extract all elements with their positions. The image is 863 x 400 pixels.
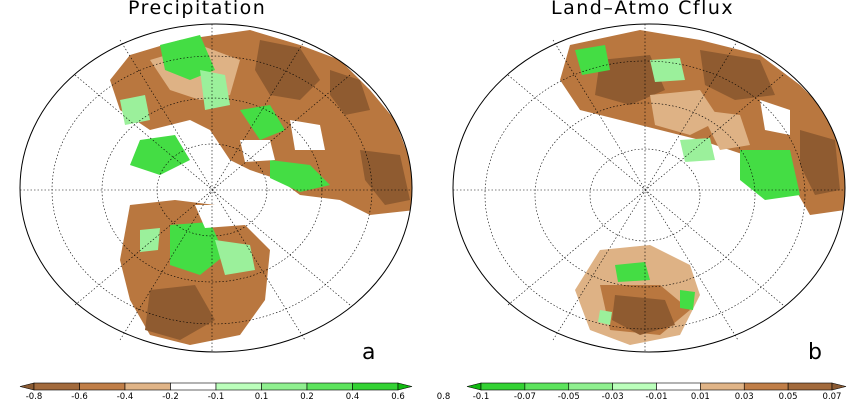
colorbar-b-label: 0.03 <box>735 392 754 400</box>
colorbar-b-swatch-8 <box>787 382 833 391</box>
panel-b-title: Land–Atmo Cflux <box>551 0 735 19</box>
colorbar-b-label: -0.01 <box>646 392 668 400</box>
colorbar-b-swatch-1 <box>480 382 526 391</box>
colorbar-a-swatch-1 <box>33 382 80 391</box>
panel-a-outline <box>19 23 413 353</box>
colorbar-a-label: -0.2 <box>162 392 179 400</box>
colorbar-a-swatch-8 <box>352 382 399 391</box>
map-panel-b <box>452 23 846 353</box>
panel-b-graticule <box>453 24 845 352</box>
colorbar-a-swatch-5 <box>215 382 262 391</box>
colorbar-b-swatch-3 <box>568 382 613 391</box>
colorbar-a-swatch-4 <box>170 382 217 391</box>
colorbar-b-swatch-6 <box>700 382 745 391</box>
colorbar-b-swatch-0 <box>466 382 482 391</box>
colorbar-b-label: 0.07 <box>823 392 842 400</box>
colorbar-a-label: -0.4 <box>117 392 134 400</box>
panel-a-letter: a <box>362 340 376 365</box>
panel-b-letter: b <box>808 340 822 365</box>
colorbar-a-swatch-0 <box>19 382 35 391</box>
colorbar-a-swatch-6 <box>261 382 308 391</box>
colorbar-b-swatch-7 <box>743 382 789 391</box>
colorbar-panel-b: -0.1 -0.07 -0.05 -0.03 -0.01 0.01 0.03 0.05 0.07… <box>466 382 847 400</box>
colorbar-b-label: -0.05 <box>558 392 580 400</box>
panel-a-field <box>110 30 412 345</box>
colorbar-a-swatch-3 <box>124 382 171 391</box>
colorbar-b-label: -0.1 <box>473 392 490 400</box>
colorbar-a-label: -0.1 <box>208 392 225 400</box>
colorbar-b-label: 0.05 <box>779 392 798 400</box>
colorbar-b-swatch-5 <box>656 382 701 391</box>
panel-a-title: Precipitation <box>128 0 267 19</box>
colorbar-b-label: -0.07 <box>514 392 536 400</box>
colorbar-panel-a: -0.8 -0.6 -0.4 -0.2 -0.1 0.1 0.2 0.4 0.6 0.8 <box>19 382 451 400</box>
colorbar-b-swatch-9 <box>831 382 847 391</box>
colorbar-a-swatch-2 <box>79 382 126 391</box>
colorbar-a-label: -0.8 <box>26 392 43 400</box>
panel-b-field <box>560 30 845 345</box>
panel-a-graticule <box>20 24 412 352</box>
colorbar-b-swatch-2 <box>524 382 570 391</box>
colorbar-a-swatch-9 <box>397 382 413 391</box>
colorbar-b-label: -0.03 <box>602 392 624 400</box>
panel-b-outline <box>452 23 846 353</box>
colorbar-a-swatch-7 <box>306 382 353 391</box>
colorbar-a-label: 0.8 <box>437 392 451 400</box>
colorbar-a-label: -0.6 <box>71 392 88 400</box>
colorbar-b-label: 0.01 <box>691 392 710 400</box>
colorbar-a-label: 0.1 <box>255 392 269 400</box>
colorbar-a-label: 0.6 <box>391 392 405 400</box>
colorbar-b-swatch-4 <box>612 382 657 391</box>
map-panel-a <box>19 23 413 353</box>
colorbar-a-label: 0.4 <box>346 392 360 400</box>
colorbar-a-label: 0.2 <box>300 392 314 400</box>
